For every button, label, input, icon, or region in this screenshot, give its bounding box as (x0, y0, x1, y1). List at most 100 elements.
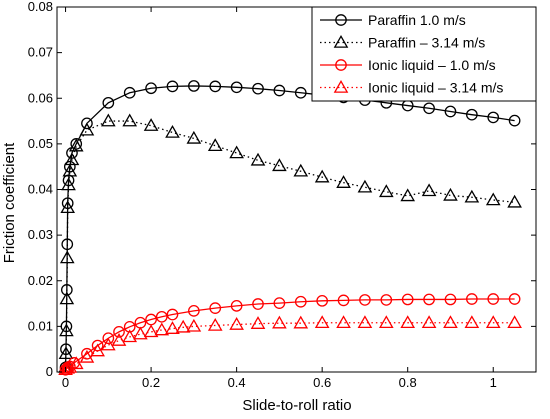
data-point (101, 113, 116, 127)
data-point (64, 152, 80, 166)
data-point (272, 158, 287, 172)
legend-box (311, 6, 537, 102)
data-point (155, 310, 168, 323)
data-point (487, 111, 500, 124)
data-point (464, 189, 480, 203)
data-point (316, 294, 329, 307)
y-tick-label: 0.03 (28, 227, 53, 242)
data-point (400, 188, 416, 202)
data-point (123, 86, 136, 99)
data-point (357, 179, 373, 193)
y-tick-label: 0.06 (28, 90, 53, 105)
legend-entry: Ionic liquid – 1.0 m/s (320, 57, 496, 73)
data-point (145, 82, 157, 95)
data-point (81, 117, 93, 130)
y-axis-label: Friction coefficient (1, 142, 18, 263)
data-point (380, 294, 393, 306)
data-point (186, 318, 202, 332)
data-point (250, 152, 266, 166)
data-point (421, 315, 437, 329)
data-point (154, 322, 170, 336)
data-point (59, 323, 74, 337)
data-point (273, 84, 286, 97)
legend-marker (333, 79, 349, 93)
data-point (61, 177, 76, 191)
data-point (175, 319, 191, 333)
data-point (401, 293, 414, 306)
data-point (252, 298, 264, 310)
data-point (90, 343, 105, 357)
data-point (314, 315, 330, 329)
data-point (337, 294, 350, 307)
data-point (294, 86, 307, 99)
data-point (273, 297, 286, 309)
legend-entry: Paraffin – 3.14 m/s (320, 35, 485, 51)
data-point (293, 315, 309, 329)
data-point (62, 359, 78, 373)
data-point (359, 294, 371, 306)
data-point (465, 108, 478, 121)
data-point (207, 317, 223, 331)
data-point (111, 333, 127, 346)
legend-entry: Paraffin 1.0 m/s (320, 12, 466, 28)
legend-marker (335, 14, 347, 26)
data-point (443, 315, 458, 329)
data-point (102, 96, 115, 109)
data-point (62, 163, 78, 177)
data-point (113, 325, 125, 338)
data-point (58, 362, 73, 376)
data-point (165, 124, 180, 138)
legend-label: Paraffin – 3.14 m/s (368, 35, 485, 51)
data-point (229, 317, 244, 330)
data-point (209, 80, 222, 93)
y-tick-label: 0.02 (28, 273, 53, 288)
series-4 (58, 315, 522, 376)
y-tick-label: 0.05 (28, 136, 53, 151)
data-point (336, 175, 351, 188)
data-point (61, 197, 74, 210)
data-point (250, 316, 266, 329)
x-tick-label: 0.6 (313, 375, 331, 390)
data-point (59, 250, 75, 264)
data-point (230, 299, 243, 312)
data-point (122, 329, 138, 343)
legend-label: Ionic liquid – 3.14 m/s (368, 80, 503, 96)
data-point (378, 315, 394, 329)
data-point (487, 293, 500, 305)
data-point (133, 326, 148, 340)
data-point (336, 315, 351, 329)
data-point (357, 315, 373, 329)
data-point (272, 315, 287, 329)
y-tick-label: 0.01 (28, 318, 53, 333)
data-point (443, 187, 458, 201)
data-point (186, 130, 202, 144)
data-point (62, 174, 75, 187)
data-point (230, 81, 243, 94)
x-tick-label: 0.8 (399, 375, 417, 390)
data-point (400, 315, 416, 329)
data-point (207, 138, 223, 152)
data-point (59, 291, 75, 305)
data-point (79, 349, 95, 363)
data-point (60, 200, 76, 214)
data-point (102, 332, 115, 345)
data-point (209, 302, 222, 314)
data-point (68, 356, 84, 370)
data-point (165, 321, 180, 334)
data-point (63, 160, 76, 173)
series-line (64, 85, 515, 368)
data-point (444, 293, 457, 306)
series-3 (59, 293, 521, 376)
data-point (423, 102, 435, 115)
data-point (507, 315, 522, 329)
data-point (444, 105, 457, 118)
y-tick-label: 0.07 (28, 45, 53, 60)
data-point (485, 192, 501, 206)
data-point (378, 184, 394, 198)
legend-label: Ionic liquid – 1.0 m/s (368, 57, 496, 73)
data-point (464, 315, 480, 329)
data-point (294, 295, 307, 308)
y-tick-label: 0 (46, 364, 53, 379)
x-axis-label: Slide-to-roll ratio (242, 397, 351, 414)
